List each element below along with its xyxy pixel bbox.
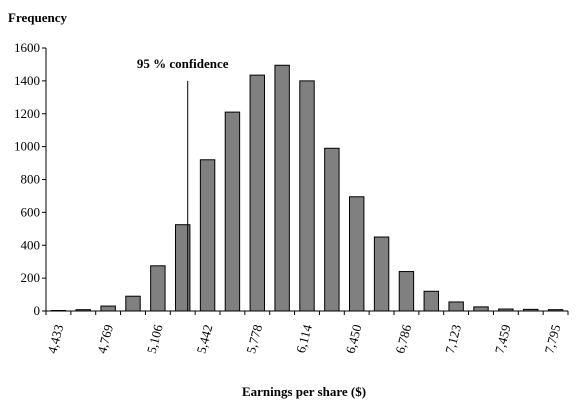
bar [349, 196, 365, 312]
bar [274, 64, 290, 312]
y-tick-label: 200 [21, 270, 41, 285]
bar [299, 80, 315, 312]
x-tick-label: 5,442 [193, 323, 215, 355]
bar [373, 236, 390, 312]
x-tick-label: 4,769 [94, 323, 116, 355]
bar [448, 301, 464, 312]
bar [125, 295, 141, 312]
x-axis-label: Earnings per share ($) [242, 384, 366, 399]
x-tick-label: 7,123 [442, 323, 464, 355]
x-tick-label: 5,106 [144, 322, 166, 355]
y-tick-label: 0 [34, 303, 41, 318]
bar [423, 290, 439, 312]
y-tick-label: 1400 [14, 73, 40, 88]
y-axis: 0 200 400 600 800 1000 1200 1400 1600 [14, 40, 47, 318]
bar [100, 305, 116, 312]
x-tick-label: 7,459 [492, 323, 514, 355]
bar [398, 271, 415, 312]
bar [150, 265, 166, 312]
x-tick-label: 6,114 [293, 322, 315, 354]
y-tick-label: 1600 [14, 40, 40, 55]
confidence-label: 95 % confidence [137, 56, 229, 71]
bar [473, 306, 489, 312]
x-tick-label: 7,795 [541, 323, 563, 355]
x-tick-label: 6,786 [392, 322, 414, 355]
y-axis-label: Frequency [8, 10, 67, 25]
bar [224, 111, 241, 312]
y-tick-label: 400 [21, 237, 41, 252]
bars-group [50, 64, 564, 312]
x-tick-label: 4,433 [44, 323, 66, 355]
bar [249, 74, 265, 312]
bar [199, 159, 216, 312]
y-tick-label: 1200 [14, 106, 40, 121]
y-tick-label: 800 [21, 172, 41, 187]
confidence-annotation: 95 % confidence [137, 56, 229, 311]
y-tick-label: 600 [21, 204, 41, 219]
x-tick-label: 5,778 [243, 323, 265, 355]
y-tick-label: 1000 [14, 139, 40, 154]
bar [324, 147, 340, 312]
x-axis: 4,433 4,769 5,106 5,442 5,778 6,114 6,450 6,786… [44, 310, 569, 355]
x-tick-label: 6,450 [343, 323, 365, 355]
